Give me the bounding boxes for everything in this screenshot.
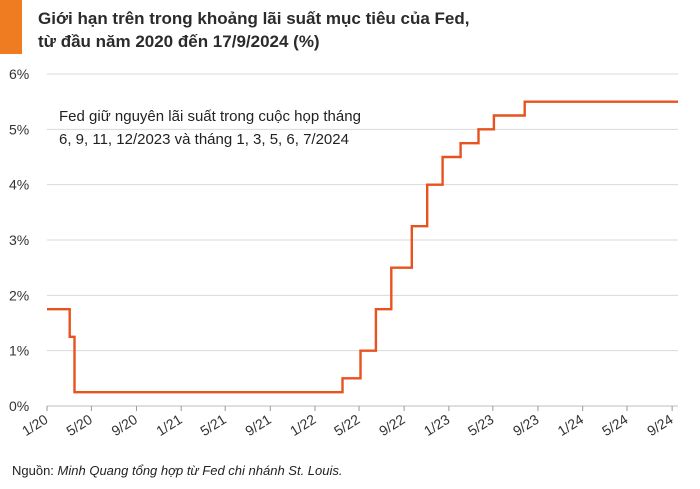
x-tick-label: 9/21	[242, 411, 274, 439]
y-tick-label: 2%	[9, 287, 29, 303]
x-tick-label: 5/22	[331, 411, 363, 439]
x-tick-label: 1/20	[19, 411, 51, 439]
x-tick-label: 1/24	[555, 411, 587, 439]
y-tick-label: 6%	[9, 66, 29, 82]
source-note: Nguồn: Minh Quang tổng hợp từ Fed chi nh…	[12, 463, 343, 478]
x-tick-label: 1/21	[153, 411, 185, 439]
source-text: Minh Quang tổng hợp từ Fed chi nhánh St.…	[57, 463, 343, 478]
source-label: Nguồn:	[12, 463, 54, 478]
y-tick-label: 4%	[9, 177, 29, 193]
series-line-0	[47, 100, 678, 394]
x-tick-label: 1/22	[287, 411, 319, 439]
x-tick-label: 5/21	[197, 411, 229, 439]
x-tick-label: 9/22	[376, 411, 408, 439]
x-tick-label: 5/20	[63, 411, 95, 439]
y-tick-label: 1%	[9, 343, 29, 359]
rate-chart: 0% 1% 2% 3% 4% 5% 6% 1/20 5/20 9/20 1/21 5/21 9/21 1/…	[9, 66, 678, 439]
x-tick-label: 5/23	[465, 411, 497, 439]
annotation-line-1: Fed giữ nguyên lãi suất trong cuộc họp t…	[59, 108, 361, 125]
y-tick-label: 5%	[9, 121, 29, 137]
chart-title: Giới hạn trên trong khoảng lãi suất mục …	[38, 7, 678, 53]
x-tick-label: 9/23	[510, 411, 542, 439]
title-line-2: từ đầu năm 2020 đến 17/9/2024 (%)	[38, 32, 320, 51]
annotation-line-2: 6, 9, 11, 12/2023 và tháng 1, 3, 5, 6, 7…	[59, 131, 349, 148]
y-tick-label: 3%	[9, 232, 29, 248]
x-tick-label: 5/24	[599, 411, 631, 439]
x-tick-label: 1/23	[421, 411, 453, 439]
x-tick-label: 9/24	[644, 411, 676, 439]
y-tick-label: 0%	[9, 398, 29, 414]
accent-bar	[0, 0, 22, 54]
title-line-1: Giới hạn trên trong khoảng lãi suất mục …	[38, 9, 470, 28]
x-tick-label: 9/20	[108, 411, 140, 439]
